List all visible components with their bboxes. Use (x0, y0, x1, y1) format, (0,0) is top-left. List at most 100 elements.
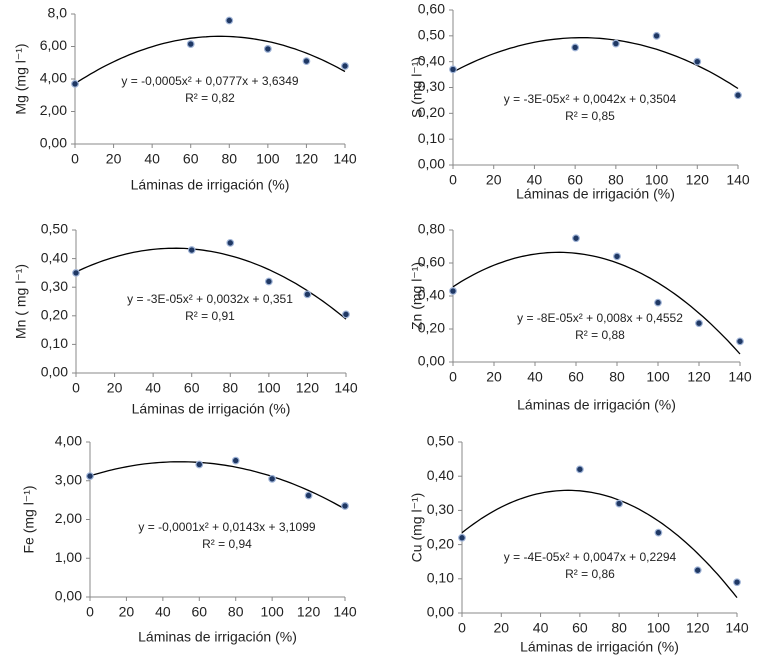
x-tick-label: 40 (145, 380, 161, 396)
x-axis-label: Láminas de irrigación (%) (132, 401, 291, 417)
y-tick-label: 3,00 (55, 471, 82, 487)
x-tick-label: 40 (144, 151, 160, 167)
r-squared: R² = 0,85 (565, 109, 615, 123)
data-point (302, 57, 311, 66)
y-tick-label: 0,20 (41, 307, 68, 323)
x-tick-label: 20 (486, 172, 502, 188)
y-tick-label: 0,20 (418, 104, 445, 120)
x-tick-label: 40 (527, 369, 543, 385)
data-point (695, 319, 703, 328)
x-tick-label: 20 (119, 604, 135, 620)
y-tick-label: 0,50 (41, 221, 68, 237)
trend-curve (75, 247, 347, 320)
data-point (572, 234, 580, 243)
x-tick-label: 80 (222, 380, 238, 396)
chart: 0,00 0,10 0,20 0,30 0,40 0,50 0,60 0 20 40 60 80 100… (409, 1, 750, 202)
y-axis-label: S (mg l⁻¹) (409, 57, 425, 118)
x-tick-label: 20 (493, 620, 509, 636)
data-point (611, 39, 620, 48)
x-tick-label: 60 (183, 151, 199, 167)
equation: y = -0,0001x² + 0,0143x + 3,1099 (138, 520, 315, 534)
data-point (654, 298, 662, 307)
data-point (571, 43, 580, 52)
y-tick-label: 1,00 (55, 549, 82, 565)
data-point (187, 246, 196, 254)
y-axis-label: Zn (mg l⁻¹) (409, 262, 425, 330)
x-tick-label: 140 (725, 620, 749, 636)
x-tick-label: 100 (645, 172, 669, 188)
y-axis-label: Fe (mg l⁻¹) (21, 485, 37, 553)
equation: y = -0,0005x² + 0,0777x + 3,6349 (121, 74, 298, 88)
trend-curve (461, 489, 738, 599)
y-tick-label: 0,50 (418, 27, 445, 43)
y-tick-label: 4,00 (55, 433, 82, 449)
y-tick-label: 0,00 (427, 604, 454, 620)
y-tick-label: 0,50 (427, 433, 454, 449)
x-tick-label: 0 (86, 604, 94, 620)
y-tick-label: 0,40 (418, 287, 445, 303)
data-point (86, 472, 94, 481)
chart: 0,00 0,10 0,20 0,30 0,40 0,50 0 20 40 60 80 100 120 1… (13, 221, 358, 417)
x-tick-label: 20 (486, 369, 502, 385)
y-tick-label: 0,00 (418, 156, 445, 172)
data-point (231, 456, 240, 465)
x-tick-label: 80 (609, 369, 625, 385)
x-tick-label: 0 (449, 172, 457, 188)
x-tick-label: 60 (572, 620, 588, 636)
y-tick-label: 0,30 (41, 278, 68, 294)
data-point (342, 310, 350, 319)
data-point (733, 578, 741, 587)
y-tick-label: 4,00 (40, 70, 67, 86)
data-point (304, 491, 313, 500)
x-tick-label: 40 (527, 172, 543, 188)
trend-curve (74, 35, 346, 85)
x-tick-label: 100 (260, 604, 284, 620)
x-tick-label: 140 (333, 151, 357, 167)
chart: 0,00 0,10 0,20 0,30 0,40 0,50 0 20 40 60 80 100 120 1… (409, 433, 749, 655)
y-tick-label: 6,00 (40, 37, 67, 53)
data-point (341, 502, 349, 510)
data-point (303, 290, 312, 299)
x-tick-label: 20 (107, 380, 123, 396)
equation: y = -3E-05x² + 0,0032x + 0,351 (127, 292, 293, 306)
y-tick-label: 0,10 (418, 130, 445, 146)
data-point (264, 277, 273, 286)
x-tick-label: 100 (646, 369, 670, 385)
y-tick-label: 2,00 (55, 510, 82, 526)
x-tick-label: 100 (257, 380, 281, 396)
x-tick-label: 20 (106, 151, 122, 167)
trend-curve (452, 37, 739, 90)
data-point (575, 465, 584, 474)
x-tick-label: 80 (611, 620, 627, 636)
y-tick-label: 0,40 (418, 52, 445, 68)
data-point (263, 45, 272, 53)
x-axis-label: Láminas de irrigación (%) (138, 629, 297, 645)
data-point (72, 269, 80, 277)
r-squared: R² = 0,88 (575, 328, 625, 342)
y-tick-label: 8,0 (48, 5, 68, 21)
equation: y = -3E-05x² + 0,0042x + 0,3504 (504, 92, 677, 106)
x-tick-label: 140 (334, 380, 358, 396)
x-tick-label: 60 (184, 380, 200, 396)
x-tick-label: 120 (297, 604, 321, 620)
equation: y = -8E-05x² + 0,008x + 0,4552 (517, 311, 683, 325)
data-point (458, 533, 466, 542)
y-tick-label: 0,10 (427, 570, 454, 586)
y-tick-label: 0,60 (418, 1, 445, 17)
data-point (734, 91, 742, 100)
y-axis-label: Mg (mg l⁻¹) (13, 43, 29, 114)
x-tick-label: 80 (228, 604, 244, 620)
data-point (615, 499, 624, 508)
y-tick-label: 2,00 (40, 102, 67, 118)
data-point (693, 57, 702, 66)
chart: 0,00 1,00 2,00 3,00 4,00 0 20 40 60 80 100 120 140 Lá… (21, 433, 357, 645)
x-axis-label: Láminas de irrigación (%) (516, 186, 675, 202)
x-tick-label: 120 (686, 172, 710, 188)
x-tick-label: 40 (533, 620, 549, 636)
x-tick-label: 0 (458, 620, 466, 636)
y-tick-label: 0,30 (427, 501, 454, 517)
data-point (341, 62, 349, 70)
r-squared: R² = 0,82 (185, 91, 235, 105)
y-axis-label: Mn ( mg l⁻¹) (13, 264, 29, 339)
